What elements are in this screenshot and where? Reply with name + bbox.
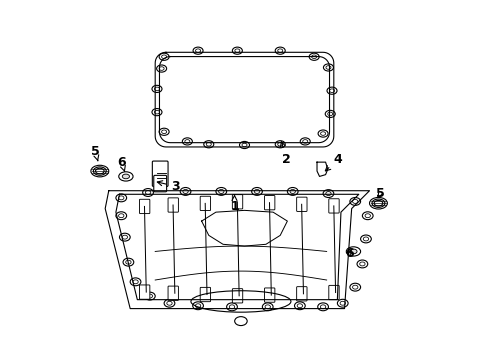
FancyBboxPatch shape (139, 199, 149, 213)
Ellipse shape (91, 165, 108, 177)
Text: 6: 6 (344, 247, 353, 260)
Ellipse shape (193, 47, 203, 54)
Ellipse shape (159, 128, 169, 135)
Ellipse shape (356, 260, 367, 268)
FancyBboxPatch shape (232, 195, 242, 209)
Ellipse shape (317, 130, 327, 137)
Ellipse shape (156, 65, 166, 72)
Ellipse shape (262, 303, 272, 311)
Ellipse shape (182, 138, 192, 145)
Text: 3: 3 (157, 180, 180, 193)
Ellipse shape (152, 85, 162, 93)
Ellipse shape (317, 303, 328, 311)
FancyBboxPatch shape (328, 199, 339, 213)
Ellipse shape (362, 212, 372, 220)
Ellipse shape (251, 188, 262, 195)
Ellipse shape (275, 47, 285, 54)
FancyBboxPatch shape (168, 286, 178, 300)
Ellipse shape (164, 299, 175, 307)
Ellipse shape (325, 111, 335, 117)
Ellipse shape (323, 190, 333, 198)
Text: 6: 6 (117, 156, 126, 171)
Ellipse shape (180, 188, 190, 195)
Text: 5: 5 (91, 145, 100, 161)
Ellipse shape (130, 278, 141, 286)
Ellipse shape (239, 141, 249, 149)
Ellipse shape (294, 302, 305, 310)
FancyBboxPatch shape (232, 289, 242, 303)
Ellipse shape (142, 189, 153, 197)
Ellipse shape (346, 247, 360, 256)
Ellipse shape (119, 172, 133, 181)
FancyBboxPatch shape (264, 195, 274, 210)
Text: 4: 4 (325, 153, 342, 171)
Ellipse shape (144, 292, 155, 300)
Ellipse shape (226, 303, 237, 311)
Ellipse shape (123, 258, 134, 266)
Ellipse shape (300, 138, 309, 145)
Ellipse shape (232, 47, 242, 54)
Ellipse shape (360, 235, 370, 243)
FancyBboxPatch shape (296, 287, 306, 301)
Ellipse shape (323, 64, 333, 71)
FancyBboxPatch shape (153, 175, 166, 192)
FancyBboxPatch shape (200, 196, 210, 211)
Ellipse shape (203, 141, 213, 148)
Polygon shape (316, 162, 327, 176)
Ellipse shape (192, 302, 203, 310)
FancyBboxPatch shape (200, 287, 210, 302)
Ellipse shape (234, 317, 246, 325)
Ellipse shape (349, 249, 356, 254)
Text: 2: 2 (280, 142, 290, 166)
Ellipse shape (308, 53, 319, 60)
Ellipse shape (159, 53, 169, 60)
Ellipse shape (116, 212, 126, 220)
FancyBboxPatch shape (296, 197, 306, 211)
Ellipse shape (349, 198, 360, 205)
Ellipse shape (349, 283, 360, 291)
Ellipse shape (119, 233, 130, 241)
Ellipse shape (152, 109, 162, 116)
FancyBboxPatch shape (264, 288, 274, 302)
Ellipse shape (116, 194, 126, 202)
Text: 5: 5 (375, 187, 384, 200)
Ellipse shape (326, 87, 336, 94)
FancyBboxPatch shape (328, 285, 339, 300)
Ellipse shape (122, 174, 129, 179)
Ellipse shape (369, 197, 386, 209)
Ellipse shape (337, 299, 347, 307)
FancyBboxPatch shape (152, 161, 168, 186)
Text: 1: 1 (230, 195, 238, 213)
Ellipse shape (287, 188, 298, 195)
FancyBboxPatch shape (139, 285, 149, 299)
Ellipse shape (275, 141, 285, 148)
FancyBboxPatch shape (168, 198, 178, 212)
Ellipse shape (216, 188, 226, 195)
